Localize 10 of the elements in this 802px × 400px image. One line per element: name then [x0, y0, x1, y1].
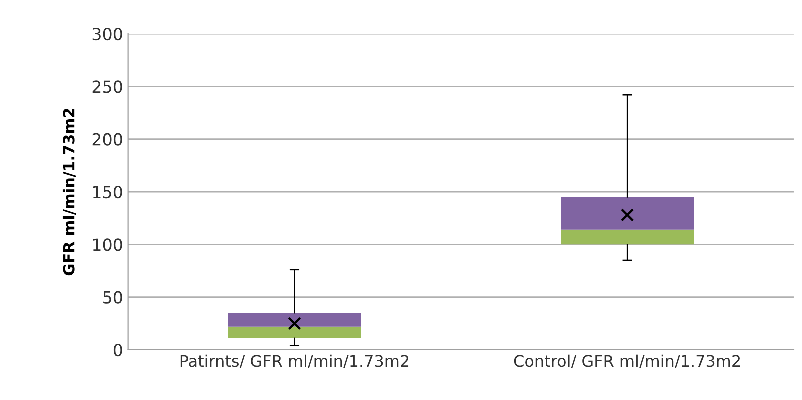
y-tick-label: 100 [93, 238, 122, 252]
x-tick-label: Patirnts/ GFR ml/min/1.73m2 [180, 354, 409, 368]
y-tick-label: 200 [92, 133, 122, 146]
y-tick-label: 300 [92, 28, 122, 41]
y-tick-label: 50 [104, 291, 122, 304]
y-axis-title: GFR ml/min/1.73m2 [62, 109, 76, 276]
y-tick-label: 250 [92, 80, 122, 94]
y-tick-label: 150 [93, 186, 122, 199]
x-tick-label: Control/ GFR ml/min/1.73m2 [514, 354, 740, 368]
y-tick-label: 0 [114, 344, 122, 357]
